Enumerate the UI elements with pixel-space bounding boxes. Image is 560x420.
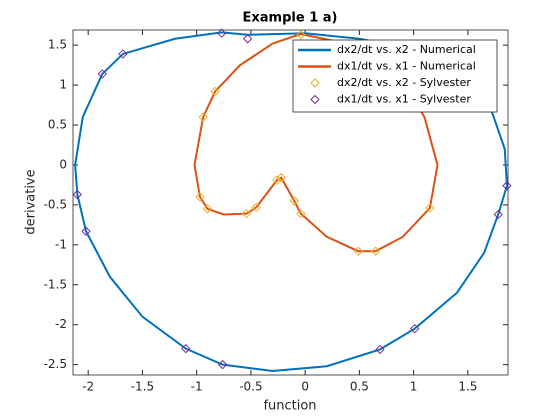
chart-title: Example 1 a) bbox=[243, 11, 338, 26]
data-marker bbox=[118, 49, 128, 59]
data-marker bbox=[493, 209, 503, 220]
data-marker bbox=[296, 30, 306, 40]
x-tick-label: 0.5 bbox=[350, 380, 369, 394]
axes-box bbox=[72, 29, 509, 376]
x-tick-label: 1 bbox=[410, 380, 418, 394]
data-marker bbox=[210, 86, 220, 97]
data-line bbox=[193, 33, 439, 253]
data-marker bbox=[242, 34, 253, 44]
legend-marker bbox=[310, 78, 320, 88]
data-marker bbox=[72, 189, 83, 200]
data-marker bbox=[425, 203, 435, 213]
data-marker bbox=[410, 323, 420, 334]
x-tick-label: -0.5 bbox=[239, 380, 262, 394]
data-marker bbox=[241, 208, 252, 219]
data-marker bbox=[353, 246, 364, 256]
legend: dx2/dt vs. x2 - Numerical dx1/dt vs. x1 -… bbox=[292, 39, 498, 113]
y-tick-label: -1 bbox=[55, 237, 67, 251]
x-tick-label: 1.5 bbox=[458, 380, 477, 394]
data-marker bbox=[272, 175, 282, 185]
y-tick-label: -2 bbox=[55, 317, 67, 331]
x-axis-label: function bbox=[263, 399, 316, 414]
x-tick-label: -1 bbox=[191, 380, 203, 394]
y-tick-label: 1 bbox=[59, 78, 67, 92]
data-marker bbox=[289, 196, 300, 206]
y-tick-label: -2.5 bbox=[44, 357, 67, 371]
data-marker bbox=[97, 69, 107, 79]
data-marker bbox=[198, 112, 208, 122]
data-marker bbox=[502, 181, 512, 191]
data-marker bbox=[181, 343, 191, 354]
data-marker bbox=[202, 204, 213, 214]
legend-marker bbox=[310, 94, 320, 105]
data-marker bbox=[81, 226, 91, 236]
legend-label: dx2/dt vs. x2 - Sylvester bbox=[337, 76, 471, 89]
data-marker bbox=[217, 359, 228, 370]
x-tick-label: -2 bbox=[82, 380, 94, 394]
data-marker bbox=[195, 192, 205, 202]
y-tick-label: 0.5 bbox=[48, 118, 67, 132]
y-tick-label: 0 bbox=[59, 157, 67, 171]
y-tick-label: -0.5 bbox=[44, 197, 67, 211]
data-marker bbox=[296, 208, 306, 219]
data-marker bbox=[370, 246, 381, 256]
legend-label: dx2/dt vs. x2 - Numerical bbox=[337, 43, 476, 56]
x-tick-label: -1.5 bbox=[131, 380, 154, 394]
y-tick-label: 1.5 bbox=[48, 38, 67, 52]
legend-box bbox=[292, 39, 498, 113]
data-marker bbox=[216, 28, 227, 38]
legend-label: dx1/dt vs. x1 - Numerical bbox=[337, 60, 476, 73]
y-axis-label: derivative bbox=[24, 169, 39, 234]
x-tick-label: 0 bbox=[301, 380, 309, 394]
y-tick-label: -1.5 bbox=[44, 277, 67, 291]
data-marker bbox=[375, 344, 385, 355]
legend-label: dx1/dt vs. x1 - Sylvester bbox=[337, 93, 471, 106]
data-marker bbox=[251, 202, 262, 212]
data-marker bbox=[276, 173, 286, 183]
